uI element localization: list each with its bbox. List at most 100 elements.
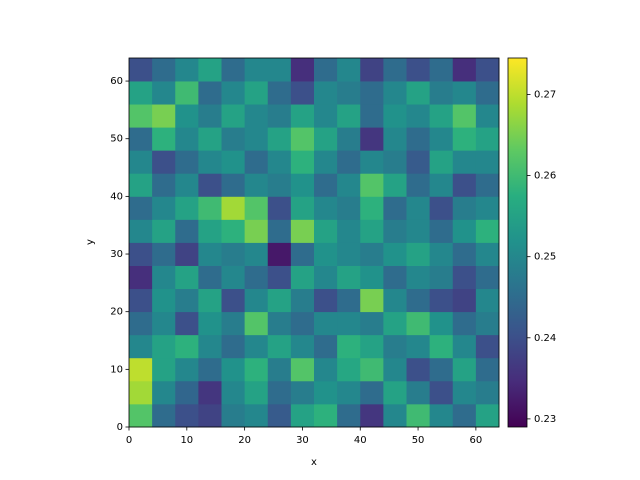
heatmap-cell [198, 403, 222, 428]
heatmap-cell [337, 219, 361, 243]
heatmap-cell [175, 127, 199, 151]
heatmap-cell [452, 127, 477, 151]
heatmap-cell [406, 403, 431, 428]
heatmap-cell [452, 311, 477, 336]
heatmap-cell [175, 58, 199, 82]
heatmap-cell [475, 242, 500, 266]
heatmap-cell [360, 81, 384, 105]
heatmap-cell [267, 127, 292, 151]
heatmap-cell [129, 127, 153, 151]
heatmap-cell [175, 334, 199, 359]
heatmap-cell [175, 150, 199, 174]
heatmap-cell [267, 219, 292, 243]
heatmap-cell [406, 380, 431, 405]
heatmap-cell [475, 173, 500, 197]
heatmap-cell [475, 196, 500, 220]
heatmap-cell [221, 265, 246, 290]
heatmap-cell [152, 219, 176, 243]
heatmap-cell [129, 403, 153, 428]
heatmap-cell [152, 403, 176, 428]
heatmap-cell [198, 104, 222, 128]
heatmap-cell [244, 196, 269, 220]
heatmap-cell [337, 265, 361, 290]
heatmap-cell [244, 380, 269, 405]
y-tick-label: 10 [110, 364, 123, 375]
heatmap-cell [429, 127, 454, 151]
heatmap-cell [290, 58, 315, 82]
heatmap-cell [221, 380, 246, 405]
x-tick-label: 50 [412, 435, 425, 446]
heatmap-cell [314, 288, 338, 313]
heatmap-cell [221, 173, 246, 197]
heatmap-cell [337, 380, 361, 405]
heatmap-cell [360, 311, 384, 336]
heatmap-cell [129, 380, 153, 405]
heatmap-cell [475, 311, 500, 336]
heatmap-cell [267, 403, 292, 428]
heatmap-cell [129, 104, 153, 128]
heatmap-cell [152, 150, 176, 174]
heatmap-cell [406, 196, 431, 220]
x-tick-label: 20 [238, 435, 251, 446]
heatmap-cell [475, 288, 500, 313]
heatmap-cell [244, 104, 269, 128]
heatmap-cell [175, 403, 199, 428]
colorbar-tick-label: 0.27 [534, 89, 556, 100]
heatmap-cell [198, 196, 222, 220]
heatmap-cell [360, 265, 384, 290]
heatmap-cell [129, 81, 153, 105]
heatmap-cell [314, 403, 338, 428]
heatmap-cell [267, 242, 292, 266]
heatmap-cell [267, 81, 292, 105]
y-tick-label: 30 [110, 249, 123, 260]
heatmap-cell [383, 288, 407, 313]
heatmap-cell [129, 288, 153, 313]
heatmap-cell [452, 173, 477, 197]
heatmap-cell [267, 196, 292, 220]
heatmap-cell [475, 81, 500, 105]
heatmap-cell [244, 311, 269, 336]
heatmap-cell [337, 127, 361, 151]
heatmap-cell [290, 403, 315, 428]
heatmap-cell [267, 173, 292, 197]
heatmap-cell [198, 265, 222, 290]
heatmap-cell [290, 173, 315, 197]
x-tick-label: 0 [126, 435, 132, 446]
heatmap-cell [267, 265, 292, 290]
heatmap-cell [360, 288, 384, 313]
y-tick-label: 0 [117, 422, 123, 433]
y-tick-label: 50 [110, 134, 123, 145]
heatmap-cell [175, 380, 199, 405]
heatmap-cell [267, 334, 292, 359]
heatmap-cell [267, 58, 292, 82]
heatmap-cell [175, 173, 199, 197]
heatmap-cell [290, 196, 315, 220]
heatmap-cell [314, 242, 338, 266]
heatmap-cell [429, 334, 454, 359]
heatmap-cell [152, 265, 176, 290]
heatmap-cell [221, 219, 246, 243]
heatmap-cell [152, 311, 176, 336]
heatmap-cell [383, 242, 407, 266]
heatmap-cell [337, 288, 361, 313]
heatmap-cell [360, 150, 384, 174]
plot-frame [128, 57, 500, 428]
heatmap-cell [267, 380, 292, 405]
y-tick-label: 40 [110, 191, 123, 202]
heatmap-cell [175, 357, 199, 382]
heatmap-cell [337, 311, 361, 336]
x-tick-label: 30 [296, 435, 309, 446]
heatmap-cell [152, 357, 176, 382]
heatmap-cell [175, 242, 199, 266]
heatmap-cell [429, 81, 454, 105]
heatmap-cell [360, 104, 384, 128]
heatmap-cell [175, 81, 199, 105]
heatmap-cell [221, 403, 246, 428]
heatmap-cell [406, 104, 431, 128]
heatmap-cell [152, 127, 176, 151]
heatmap-cell [406, 81, 431, 105]
heatmap-cell [429, 219, 454, 243]
heatmap-cell [244, 242, 269, 266]
heatmap-cell [452, 219, 477, 243]
heatmap-cell [244, 334, 269, 359]
